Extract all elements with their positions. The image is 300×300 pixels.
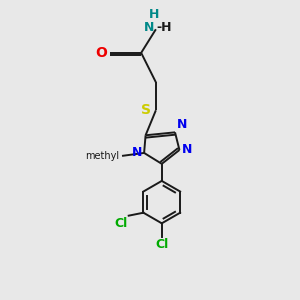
Text: O: O <box>95 46 107 60</box>
Text: Cl: Cl <box>114 217 127 230</box>
Text: Cl: Cl <box>155 238 168 251</box>
Text: -H: -H <box>157 21 172 34</box>
Text: methyl: methyl <box>85 151 120 161</box>
Text: N: N <box>182 143 192 157</box>
Text: N: N <box>144 21 154 34</box>
Text: S: S <box>141 103 151 117</box>
Text: N: N <box>131 146 142 159</box>
Text: H: H <box>149 8 160 21</box>
Text: N: N <box>176 118 187 131</box>
